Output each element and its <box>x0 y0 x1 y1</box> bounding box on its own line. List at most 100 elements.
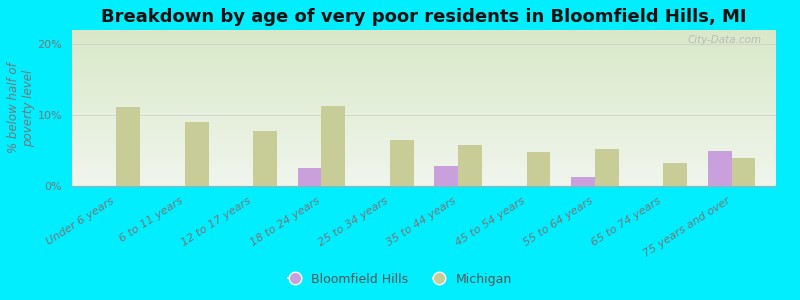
Bar <box>185 122 209 186</box>
Bar <box>72 103 776 104</box>
Bar <box>72 115 776 116</box>
Bar <box>72 34 776 35</box>
Bar <box>390 140 414 186</box>
Bar <box>72 94 776 95</box>
Bar <box>72 166 776 167</box>
Bar <box>72 37 776 38</box>
Bar <box>72 119 776 120</box>
Bar <box>72 150 776 151</box>
Bar <box>72 169 776 170</box>
Bar <box>72 84 776 85</box>
Bar <box>72 138 776 139</box>
Bar <box>526 152 550 186</box>
Bar <box>72 102 776 103</box>
Bar <box>72 56 776 57</box>
Bar <box>72 72 776 73</box>
Bar <box>72 86 776 87</box>
Bar <box>72 46 776 47</box>
Bar <box>72 44 776 45</box>
Bar <box>72 141 776 142</box>
Bar <box>72 129 776 130</box>
Bar <box>72 51 776 52</box>
Bar <box>72 47 776 48</box>
Bar <box>72 152 776 153</box>
Bar <box>72 172 776 173</box>
Bar <box>72 183 776 184</box>
Bar <box>72 156 776 157</box>
Bar <box>72 36 776 37</box>
Bar <box>72 160 776 161</box>
Bar <box>72 31 776 32</box>
Bar <box>72 88 776 89</box>
Bar <box>72 77 776 78</box>
Bar <box>72 134 776 135</box>
Bar <box>72 131 776 132</box>
Bar <box>72 78 776 79</box>
Bar <box>72 140 776 141</box>
Bar <box>458 145 482 186</box>
Bar <box>72 139 776 140</box>
Bar <box>72 124 776 125</box>
Bar <box>72 104 776 105</box>
Y-axis label: % below half of
poverty level: % below half of poverty level <box>6 63 34 153</box>
Bar <box>72 164 776 165</box>
Bar <box>72 64 776 65</box>
Bar <box>72 122 776 123</box>
Bar <box>72 176 776 177</box>
Bar <box>72 71 776 72</box>
Bar <box>72 145 776 146</box>
Bar <box>72 96 776 97</box>
Bar <box>72 125 776 126</box>
Bar <box>595 149 618 186</box>
Bar <box>72 65 776 66</box>
Bar <box>72 149 776 150</box>
Bar <box>72 168 776 169</box>
Bar <box>72 95 776 96</box>
Bar <box>72 137 776 138</box>
Bar <box>72 98 776 99</box>
Bar <box>72 177 776 178</box>
Bar <box>72 99 776 100</box>
Bar <box>298 168 322 186</box>
Bar <box>72 128 776 129</box>
Bar <box>72 81 776 82</box>
Bar <box>72 49 776 50</box>
Bar <box>72 147 776 148</box>
Bar <box>72 33 776 34</box>
Bar <box>72 153 776 154</box>
Bar <box>72 143 776 144</box>
Bar <box>72 41 776 42</box>
Bar <box>72 132 776 133</box>
Bar <box>117 106 140 186</box>
Bar <box>72 155 776 156</box>
Bar <box>72 179 776 180</box>
Bar <box>72 32 776 33</box>
Bar <box>72 43 776 44</box>
Bar <box>663 163 687 186</box>
Bar <box>72 63 776 64</box>
Bar <box>72 184 776 185</box>
Bar <box>72 57 776 58</box>
Bar <box>72 111 776 112</box>
Bar <box>571 178 595 186</box>
Bar <box>72 62 776 63</box>
Bar <box>72 173 776 174</box>
Bar <box>72 59 776 60</box>
Bar <box>72 90 776 91</box>
Bar <box>72 39 776 40</box>
Bar <box>72 108 776 109</box>
Bar <box>322 106 346 186</box>
Bar <box>72 171 776 172</box>
Bar <box>72 157 776 158</box>
Bar <box>72 178 776 179</box>
Bar <box>72 180 776 181</box>
Bar <box>72 50 776 51</box>
Bar <box>72 148 776 149</box>
Bar <box>72 60 776 61</box>
Bar <box>72 54 776 55</box>
Bar <box>72 158 776 159</box>
Bar <box>708 151 731 186</box>
Bar <box>72 106 776 107</box>
Bar <box>72 73 776 74</box>
Bar <box>72 30 776 31</box>
